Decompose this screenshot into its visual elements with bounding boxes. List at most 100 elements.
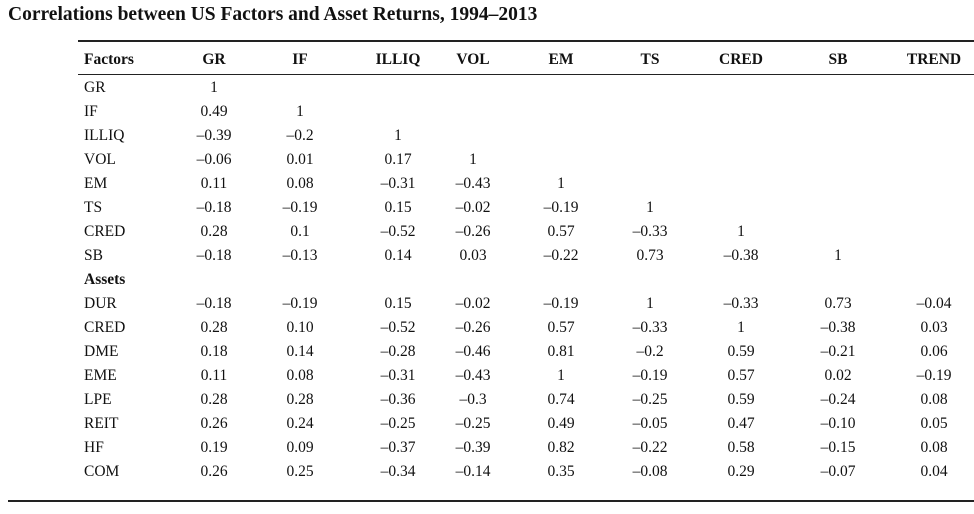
- table-cell: –0.37: [380, 439, 416, 456]
- table-cell: –0.19: [543, 199, 579, 216]
- row-label: REIT: [84, 415, 119, 432]
- row-label: TS: [84, 199, 103, 216]
- table-cell: 0.08: [286, 367, 314, 384]
- table-cell: –0.36: [380, 391, 416, 408]
- table-cell: 0.08: [920, 439, 948, 456]
- table-cell: 0.03: [459, 247, 487, 264]
- table-cell: 0.19: [200, 439, 228, 456]
- table-cell: –0.19: [282, 199, 318, 216]
- table-row: SB –0.18 –0.13 0.14 0.03 –0.22 0.73 –0.38 1: [78, 244, 974, 268]
- header-col-gr: GR: [202, 51, 226, 68]
- row-label: IF: [84, 103, 98, 120]
- table-row: EME 0.11 0.08 –0.31 –0.43 1 –0.19 0.57 0.02 –0.19: [78, 364, 974, 388]
- table-top-rule: [78, 40, 974, 42]
- table-cell: –0.43: [455, 175, 491, 192]
- table-cell: 0.14: [384, 247, 412, 264]
- table-cell: 1: [737, 223, 745, 240]
- row-label: COM: [84, 463, 120, 480]
- table-cell: –0.31: [380, 367, 416, 384]
- table-cell: 0.15: [384, 199, 412, 216]
- table-row: ILLIQ –0.39 –0.2 1: [78, 124, 974, 148]
- table-cell: 0.73: [824, 295, 852, 312]
- table-cell: –0.10: [820, 415, 856, 432]
- table-cell: 0.08: [920, 391, 948, 408]
- table-row: LPE 0.28 0.28 –0.36 –0.3 0.74 –0.25 0.59 –0.24 0.…: [78, 388, 974, 412]
- table-cell: –0.46: [455, 343, 491, 360]
- table-cell: 0.06: [920, 343, 948, 360]
- table-cell: –0.18: [196, 295, 232, 312]
- table-row: GR 1: [78, 76, 974, 100]
- table-cell: –0.25: [455, 415, 491, 432]
- table-cell: 0.28: [200, 319, 228, 336]
- row-label: DME: [84, 343, 119, 360]
- table-title: Correlations between US Factors and Asse…: [8, 4, 538, 25]
- table-row: COM 0.26 0.25 –0.34 –0.14 0.35 –0.08 0.29 –0.07 0…: [78, 460, 974, 484]
- table-bottom-rule: [8, 500, 974, 502]
- table-cell: 0.49: [200, 103, 228, 120]
- table-cell: 1: [210, 79, 218, 96]
- table-cell: –0.52: [380, 223, 416, 240]
- table-cell: –0.43: [455, 367, 491, 384]
- row-label: DUR: [84, 295, 117, 312]
- table-cell: –0.14: [455, 463, 491, 480]
- table-cell: 1: [557, 367, 565, 384]
- table-cell: 0.08: [286, 175, 314, 192]
- table-cell: –0.08: [632, 463, 668, 480]
- table-cell: –0.18: [196, 199, 232, 216]
- table-row: IF 0.49 1: [78, 100, 974, 124]
- row-label: GR: [84, 79, 106, 96]
- header-col-illiq: ILLIQ: [375, 51, 421, 68]
- table-cell: 0.18: [200, 343, 228, 360]
- table-cell: –0.33: [632, 319, 668, 336]
- assets-heading: Assets: [84, 271, 126, 288]
- table-cell: –0.39: [196, 127, 232, 144]
- row-label: SB: [84, 247, 103, 264]
- table-cell: 0.59: [727, 343, 755, 360]
- header-col-ts: TS: [640, 51, 660, 68]
- table-cell: –0.52: [380, 319, 416, 336]
- table-cell: 0.25: [286, 463, 314, 480]
- table-cell: 0.73: [636, 247, 664, 264]
- table-cell: –0.04: [916, 295, 952, 312]
- table-cell: 0.14: [286, 343, 314, 360]
- table-cell: 0.57: [547, 319, 575, 336]
- header-col-sb: SB: [828, 51, 848, 68]
- table-cell: 0.57: [547, 223, 575, 240]
- table-cell: 0.59: [727, 391, 755, 408]
- row-label: CRED: [84, 223, 126, 240]
- row-label: VOL: [84, 151, 116, 168]
- table-cell: 0.05: [920, 415, 948, 432]
- table-cell: –0.02: [455, 199, 491, 216]
- table-row: CRED 0.28 0.10 –0.52 –0.26 0.57 –0.33 1 –0.38 0.0…: [78, 316, 974, 340]
- header-row: Factors GR IF ILLIQ VOL EM TS CRED SB TREND: [78, 48, 974, 72]
- header-rule: [78, 74, 974, 75]
- table-row: HF 0.19 0.09 –0.37 –0.39 0.82 –0.22 0.58 –0.15 0.…: [78, 436, 974, 460]
- table-cell: –0.28: [380, 343, 416, 360]
- row-label: HF: [84, 439, 104, 456]
- table-cell: –0.13: [282, 247, 318, 264]
- table-row: EM 0.11 0.08 –0.31 –0.43 1: [78, 172, 974, 196]
- table-cell: 0.10: [286, 319, 314, 336]
- header-col-em: EM: [548, 51, 574, 68]
- table-cell: 0.09: [286, 439, 314, 456]
- table-cell: 0.58: [727, 439, 755, 456]
- table-cell: –0.15: [820, 439, 856, 456]
- table-cell: 1: [737, 319, 745, 336]
- table-cell: 0.11: [200, 367, 228, 384]
- table-cell: –0.19: [543, 295, 579, 312]
- table-cell: 0.47: [727, 415, 755, 432]
- header-col-cred: CRED: [719, 51, 763, 68]
- table-cell: –0.19: [632, 367, 668, 384]
- table-cell: –0.22: [632, 439, 668, 456]
- table-cell: –0.3: [459, 391, 487, 408]
- table-cell: –0.39: [455, 439, 491, 456]
- table-cell: 0.74: [547, 391, 575, 408]
- table-cell: –0.05: [632, 415, 668, 432]
- table-cell: 0.81: [547, 343, 575, 360]
- table-row: VOL –0.06 0.01 0.17 1: [78, 148, 974, 172]
- table-cell: –0.33: [723, 295, 759, 312]
- table-cell: –0.07: [820, 463, 856, 480]
- table-cell: –0.31: [380, 175, 416, 192]
- table-cell: –0.22: [543, 247, 579, 264]
- row-label: LPE: [84, 391, 112, 408]
